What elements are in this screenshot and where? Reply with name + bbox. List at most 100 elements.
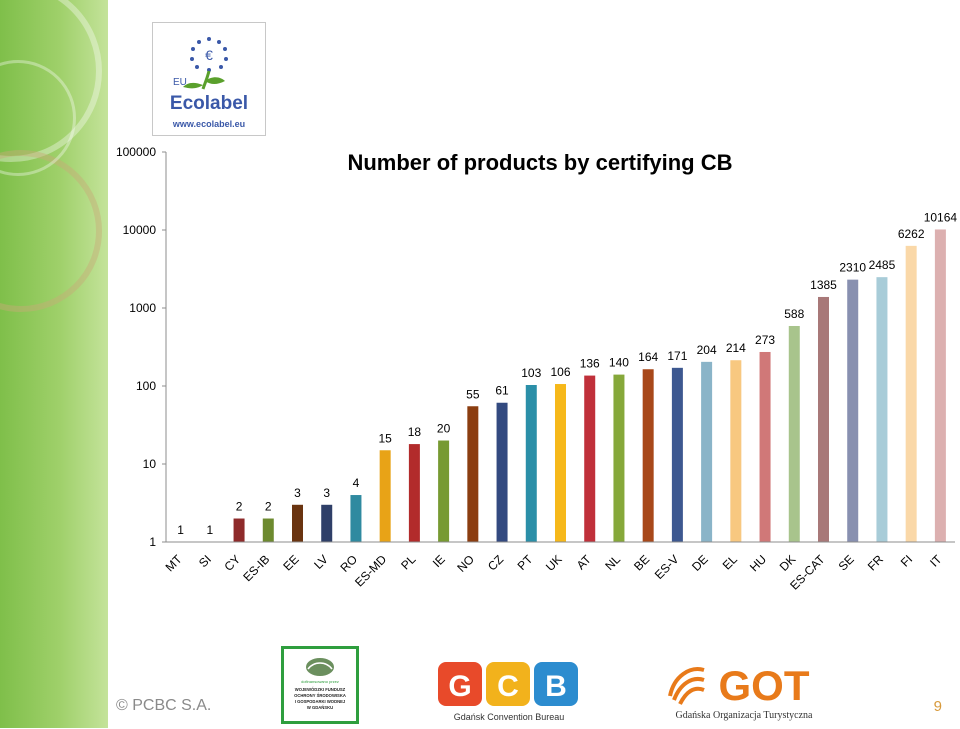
bar-dk [788,325,800,542]
bar-be [642,369,654,542]
ecolabel-logo: € EU Ecolabel www.ecolabel.eu [152,22,266,136]
data-label: 1385 [810,278,837,292]
data-label: 103 [521,366,541,380]
x-tick-label: BE [631,552,652,573]
bar-chart: 1 10 100 1000 10000 100000 1 MT 1 SI 2 CY 2 ES-IB 3 EE 3… [116,145,958,593]
svg-text:GOT: GOT [719,662,810,709]
data-label: 136 [580,357,600,371]
x-tick-label: NL [602,552,623,573]
x-tick-label: DE [689,552,711,574]
x-tick-label: FI [898,552,915,569]
bar-ie [438,440,450,542]
bar-it [934,229,946,542]
x-tick-label: CZ [485,552,506,573]
svg-text:Gdańska Organizacja Turystyczn: Gdańska Organizacja Turystyczna [675,710,813,721]
x-tick-label: CY [221,552,243,574]
x-tick-label: EE [280,552,301,573]
bar-ee [292,504,303,542]
data-label: 273 [755,333,775,347]
wfos-logo: dofinansowano przez WOJEWÓDZKI FUNDUSZ O… [281,646,359,724]
copyright-text: © PCBC S.A. [116,697,212,714]
y-tick-label: 1000 [129,301,156,315]
bar-at [584,375,596,542]
data-label: 2485 [869,258,896,272]
svg-text:G: G [448,670,471,703]
bar-pt [525,384,537,542]
data-label: 18 [408,425,422,439]
page-number: 9 [933,698,942,715]
decorative-sidebar [0,0,108,728]
bar-se [847,279,859,542]
bar-el [730,360,742,542]
data-label: 1 [206,523,213,537]
y-tick-label: 100 [136,379,156,393]
x-tick-label: FR [865,552,886,573]
bar-hu [759,351,771,542]
x-tick-label: AT [574,552,595,573]
y-tick-label: 10 [143,457,157,471]
bar-de [701,361,713,542]
bar-cy [233,518,245,542]
svg-text:C: C [497,670,519,703]
x-tick-label: ES-V [652,552,682,582]
data-label: 171 [667,349,687,363]
data-label: 588 [784,307,804,321]
data-label: 2 [265,500,272,514]
x-tick-label: DK [777,552,799,574]
bar-cz [496,402,508,542]
data-label: 55 [466,387,480,401]
x-tick-label: SI [196,552,214,570]
bar-fr [876,277,888,542]
svg-text:WOJEWÓDZKI FUNDUSZ: WOJEWÓDZKI FUNDUSZ [295,687,346,692]
svg-text:OCHRONY ŚRODOWISKA: OCHRONY ŚRODOWISKA [294,693,346,698]
svg-text:dofinansowano przez: dofinansowano przez [301,679,339,684]
bar-es-cat [818,296,829,542]
data-label: 3 [323,486,330,500]
x-tick-label: MT [163,552,186,575]
ecolabel-flower-icon: € EU Ecolabel www.ecolabel.eu [170,37,248,129]
data-label: 10164 [924,210,958,224]
bar-nl [613,374,625,542]
x-tick-label: PL [398,552,419,573]
svg-text:EU: EU [173,77,187,88]
data-label: 164 [638,350,658,364]
got-logo: GOT Gdańska Organizacja Turystyczna [664,656,834,724]
svg-text:I GOSPODARKI WODNEJ: I GOSPODARKI WODNEJ [295,699,346,704]
x-tick-label: IE [430,552,448,570]
data-label: 2 [236,500,243,514]
bar-es-v [671,367,683,542]
bar-ro [350,495,362,542]
data-label: 1 [177,523,184,537]
x-tick-label: SE [836,552,857,573]
x-tick-label: PT [515,552,536,573]
bar-es-md [379,450,391,542]
bar-fi [905,245,917,542]
svg-text:Ecolabel: Ecolabel [170,93,248,114]
data-label: 6262 [898,227,925,241]
bar-es-ib [262,518,274,542]
svg-text:W GDAŃSKU: W GDAŃSKU [307,705,333,710]
x-tick-label: ES-IB [240,552,272,584]
x-tick-label: HU [747,552,769,574]
svg-text:Gdańsk Convention Bureau: Gdańsk Convention Bureau [454,712,565,722]
svg-text:www.ecolabel.eu: www.ecolabel.eu [172,119,245,129]
y-tick-label: 1 [149,535,156,549]
x-tick-label: EL [720,552,741,573]
y-tick-label: 100000 [116,145,156,159]
bar-uk [555,384,566,542]
x-tick-label: NO [454,552,477,575]
gcb-logo: G C B Gdańsk Convention Bureau [434,656,584,724]
svg-text:B: B [545,670,567,703]
x-tick-label: RO [337,552,360,575]
data-label: 61 [495,384,509,398]
data-label: 140 [609,356,629,370]
x-tick-label: LV [311,552,331,572]
data-label: 15 [378,431,392,445]
bar-pl [408,444,420,542]
data-label: 106 [550,365,570,379]
x-tick-label: IT [927,552,945,570]
data-label: 2310 [839,261,866,275]
x-tick-label: ES-MD [352,552,389,589]
data-label: 20 [437,422,451,436]
data-label: 204 [697,343,717,357]
